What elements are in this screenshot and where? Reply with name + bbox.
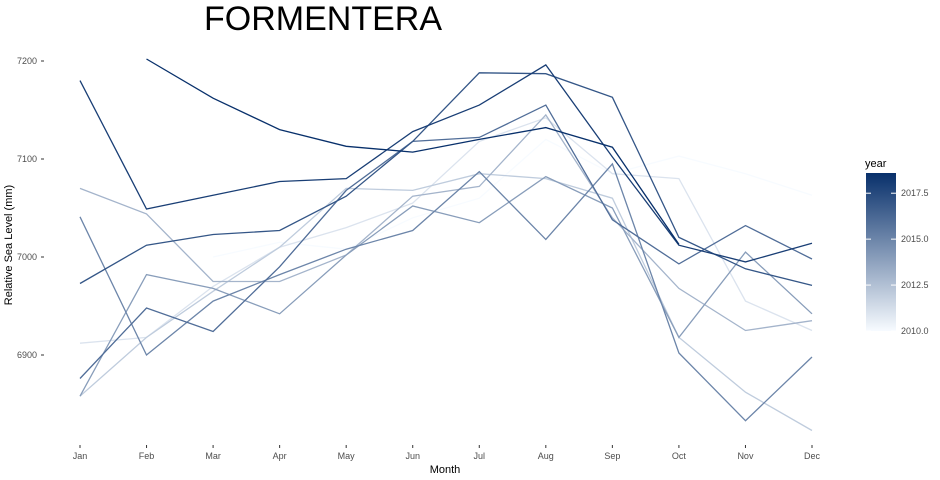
color-legend: year 2010.0 2012.5 2015.0 2017.5 [865,158,929,336]
legend-tick-label: 2012.5 [901,280,929,290]
series-line [79,173,813,432]
series-line [79,72,813,287]
x-tick-label: Feb [139,451,155,461]
legend-colorbar [866,173,896,331]
y-tick-label: 7200 [17,56,37,66]
series-line [79,64,813,263]
series-line [212,138,813,258]
series-line [79,113,813,332]
series-line [146,58,680,245]
x-tick-label: Aug [538,451,554,461]
legend-tick-label: 2010.0 [901,326,929,336]
y-axis-label: Relative Sea Level (mm) [3,185,15,305]
series-line [79,175,813,397]
x-tick-label: Sep [604,451,620,461]
legend-title: year [865,158,887,170]
series-line [79,117,813,344]
x-axis: Jan Feb Mar Apr May Jun Jul Aug Sep Oct Nov Dec [73,445,821,461]
legend-ticks: 2010.0 2012.5 2015.0 2017.5 [866,188,929,336]
x-tick-label: Jan [73,451,88,461]
legend-tick-label: 2015.0 [901,234,929,244]
x-tick-label: Nov [737,451,754,461]
x-tick-label: May [338,451,356,461]
y-tick-label: 7100 [17,154,37,164]
x-tick-label: Mar [205,451,221,461]
x-tick-label: Dec [804,451,821,461]
y-axis: 6900 7000 7100 7200 [17,56,44,360]
x-axis-label: Month [430,464,461,476]
legend-tick-label: 2017.5 [901,188,929,198]
x-tick-label: Oct [672,451,687,461]
y-tick-label: 7000 [17,252,37,262]
x-tick-label: Jul [474,451,486,461]
chart-title: FORMENTERA [204,0,442,38]
series-layer [79,58,813,432]
x-tick-label: Jun [405,451,420,461]
x-tick-label: Apr [273,451,287,461]
series-line [79,104,813,379]
series-line [79,162,813,422]
y-tick-label: 6900 [17,350,37,360]
